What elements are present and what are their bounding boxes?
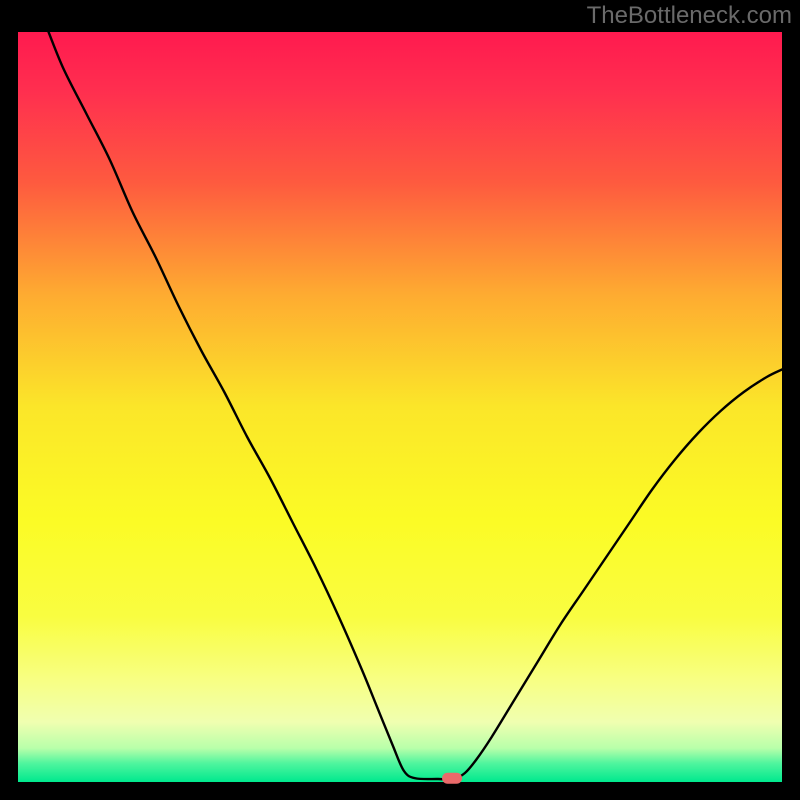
plot-area: [18, 32, 782, 782]
chart-background: [18, 32, 782, 782]
chart-frame: TheBottleneck.com: [0, 0, 800, 800]
watermark-text: TheBottleneck.com: [587, 2, 792, 30]
chart-svg: [18, 32, 782, 782]
optimal-point-marker: [442, 773, 462, 784]
